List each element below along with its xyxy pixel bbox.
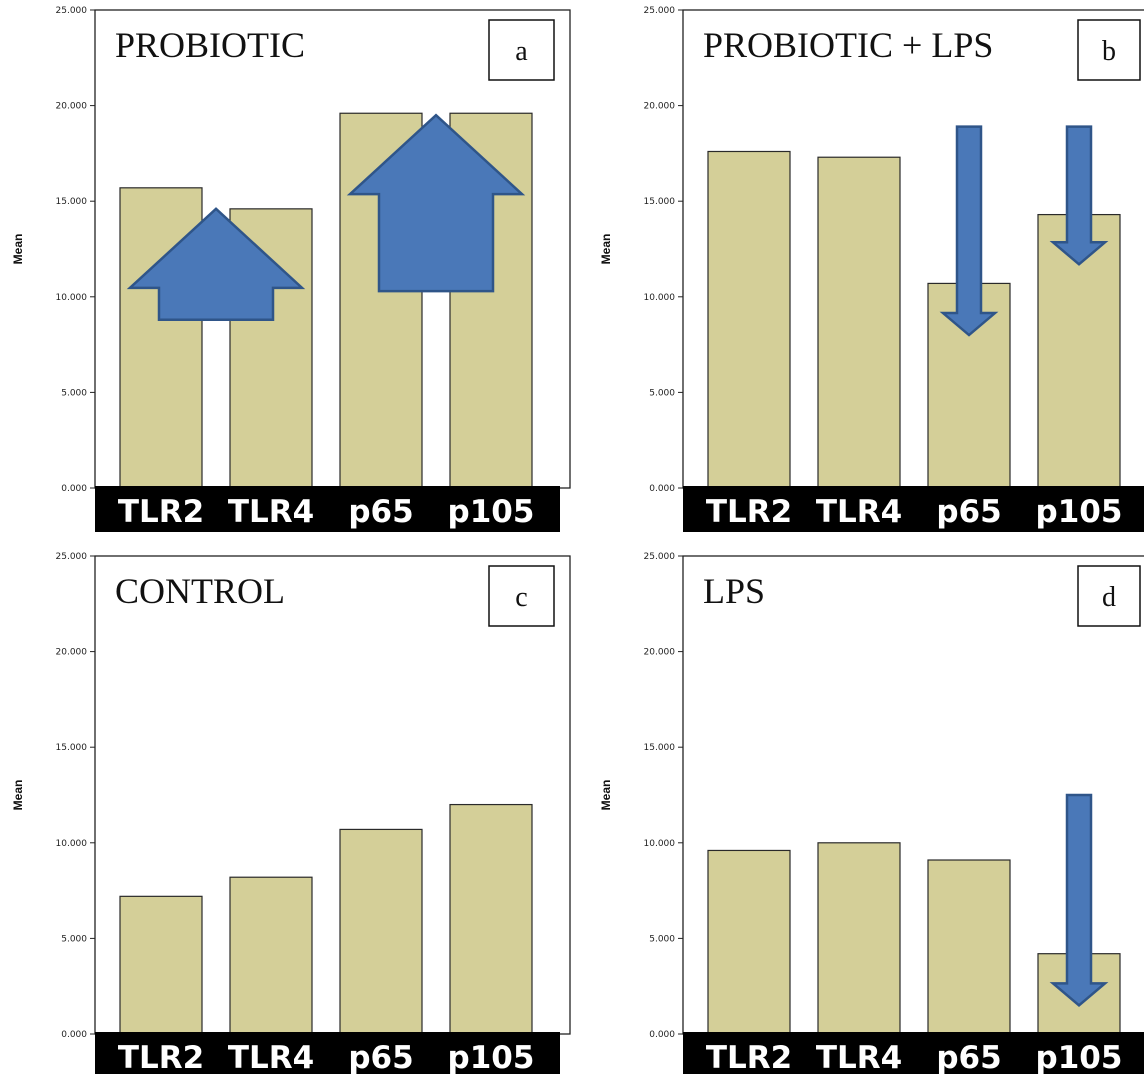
- category-band: [683, 1032, 1144, 1074]
- panel-letter-box: [488, 19, 555, 81]
- x-category-label: TLR2: [706, 494, 792, 530]
- y-tick-label: 15.000: [644, 197, 676, 207]
- y-tick-label: 0.000: [649, 484, 675, 494]
- y-tick-label: 25.000: [56, 552, 88, 562]
- decrease-arrow: [1049, 793, 1109, 1007]
- y-tick-label: 25.000: [644, 552, 676, 562]
- y-tick-label: 10.000: [56, 293, 88, 303]
- y-tick-label: 0.000: [61, 1030, 87, 1040]
- y-axis-label: Mean: [599, 234, 613, 265]
- x-category-label: p65: [348, 1040, 413, 1074]
- x-category-label: TLR4: [228, 494, 314, 530]
- bar-tlr4: [817, 156, 901, 489]
- panel-letter-box: [1077, 19, 1141, 81]
- y-tick-label: 20.000: [644, 102, 676, 112]
- panel-title: PROBIOTIC: [115, 25, 305, 65]
- bar-p65: [339, 828, 423, 1035]
- y-tick-label: 20.000: [644, 648, 676, 658]
- bar-tlr2: [707, 849, 791, 1035]
- category-band: [683, 486, 1144, 532]
- y-tick-label: 10.000: [56, 839, 88, 849]
- bar-chart-svg: 0.000 5.000 10.000 15.000 20.000 25.000 Mean PR…: [599, 6, 1144, 532]
- y-tick-label: 15.000: [56, 743, 88, 753]
- bar-chart-svg: 0.000 5.000 10.000 15.000 20.000 25.000 Mean PR…: [11, 6, 571, 532]
- x-category-label: p65: [348, 494, 413, 530]
- increase-arrow: [126, 207, 306, 321]
- panel-title: LPS: [703, 571, 765, 611]
- y-tick-label: 5.000: [649, 934, 675, 944]
- decrease-arrow: [939, 125, 999, 337]
- chart-panel-c: 0.000 5.000 10.000 15.000 20.000 25.000 Mean CO…: [0, 546, 571, 1074]
- panel-title: CONTROL: [115, 571, 285, 611]
- bar-chart-svg: 0.000 5.000 10.000 15.000 20.000 25.000 Mean CO…: [11, 552, 571, 1074]
- bar-tlr4: [817, 842, 901, 1035]
- y-tick-label: 15.000: [56, 197, 88, 207]
- x-category-label: p105: [448, 494, 535, 530]
- panel-letter: b: [1102, 36, 1116, 67]
- x-category-label: p105: [1036, 1040, 1123, 1074]
- x-category-label: p105: [448, 1040, 535, 1074]
- panel-letter-box: [488, 565, 555, 627]
- y-tick-label: 0.000: [649, 1030, 675, 1040]
- increase-arrow: [346, 113, 526, 293]
- bar-tlr4: [229, 876, 313, 1035]
- category-band: [95, 486, 560, 532]
- x-category-label: TLR4: [816, 1040, 902, 1074]
- x-category-label: p65: [936, 1040, 1001, 1074]
- y-tick-label: 10.000: [644, 293, 676, 303]
- y-tick-label: 5.000: [649, 388, 675, 398]
- x-category-label: p65: [936, 494, 1001, 530]
- y-tick-label: 25.000: [644, 6, 676, 16]
- decrease-arrow: [1049, 125, 1109, 266]
- y-tick-label: 25.000: [56, 6, 88, 16]
- chart-panel-b: 0.000 5.000 10.000 15.000 20.000 25.000 Mean PR…: [588, 0, 1144, 532]
- bar-tlr2: [707, 150, 791, 489]
- y-axis-label: Mean: [599, 780, 613, 811]
- y-tick-label: 10.000: [644, 839, 676, 849]
- y-tick-label: 5.000: [61, 934, 87, 944]
- bar-tlr2: [119, 895, 203, 1035]
- bar-chart-svg: 0.000 5.000 10.000 15.000 20.000 25.000 Mean LP…: [599, 552, 1144, 1074]
- x-category-label: TLR4: [228, 1040, 314, 1074]
- x-category-label: TLR2: [118, 1040, 204, 1074]
- bar-p105: [449, 803, 533, 1035]
- y-axis-label: Mean: [11, 780, 25, 811]
- x-category-label: p105: [1036, 494, 1123, 530]
- panel-letter-box: [1077, 565, 1141, 627]
- y-tick-label: 20.000: [56, 648, 88, 658]
- y-tick-label: 15.000: [644, 743, 676, 753]
- panel-letter: a: [515, 36, 528, 67]
- x-category-label: TLR2: [118, 494, 204, 530]
- x-category-label: TLR2: [706, 1040, 792, 1074]
- y-tick-label: 0.000: [61, 484, 87, 494]
- chart-panel-a: 0.000 5.000 10.000 15.000 20.000 25.000 Mean PR…: [0, 0, 571, 532]
- panel-letter: d: [1102, 582, 1116, 613]
- x-category-label: TLR4: [816, 494, 902, 530]
- bar-p65: [927, 859, 1011, 1035]
- y-tick-label: 20.000: [56, 102, 88, 112]
- y-axis-label: Mean: [11, 234, 25, 265]
- category-band: [95, 1032, 560, 1074]
- y-tick-label: 5.000: [61, 388, 87, 398]
- panel-title: PROBIOTIC + LPS: [703, 25, 993, 65]
- panel-letter: c: [515, 582, 527, 613]
- chart-panel-d: 0.000 5.000 10.000 15.000 20.000 25.000 Mean LP…: [588, 546, 1144, 1074]
